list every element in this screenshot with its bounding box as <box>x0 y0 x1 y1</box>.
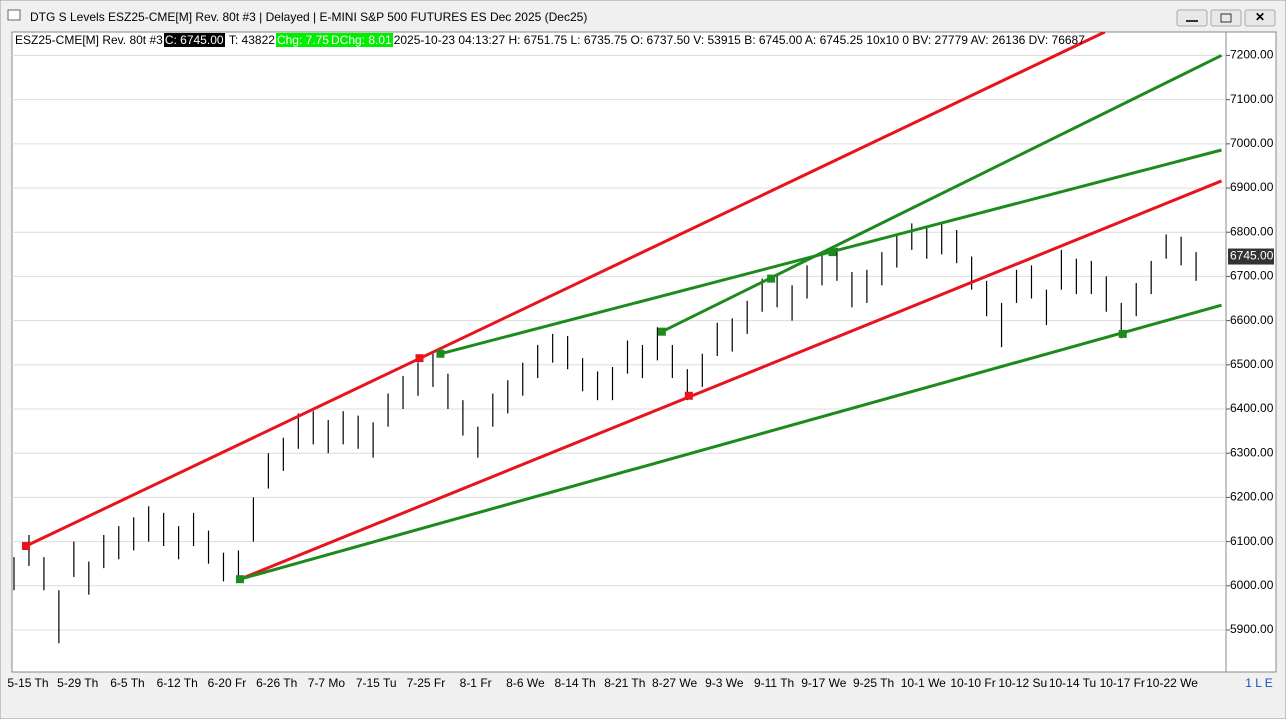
trend-line <box>25 32 1106 548</box>
y-tick-label: 7200.00 <box>1230 48 1274 62</box>
x-tick-label: 7-25 Fr <box>407 676 446 690</box>
trend-line <box>239 303 1222 581</box>
y-tick-label: 7100.00 <box>1230 92 1274 106</box>
x-tick-label: 6-12 Th <box>157 676 198 690</box>
trend-line <box>239 179 1223 581</box>
x-tick-label: 8-1 Fr <box>460 676 492 690</box>
y-tick-label: 6300.00 <box>1230 445 1274 459</box>
x-tick-label: 10-10 Fr <box>950 676 995 690</box>
app-icon <box>7 9 21 21</box>
last-price-label: 6745.00 <box>1230 249 1274 263</box>
x-tick-label: 10-12 Su <box>998 676 1047 690</box>
x-tick-label: 10-17 Fr <box>1100 676 1145 690</box>
x-tick-label: 8-6 We <box>506 676 545 690</box>
status-line: ESZ25-CME[M] Rev. 80t #3 C: 6745.00 T: 43… <box>14 33 1086 48</box>
x-tick-label: 8-21 Th <box>604 676 645 690</box>
trend-anchor <box>21 542 30 551</box>
x-tick-label: 5-29 Th <box>57 676 98 690</box>
tick-count: T: 43822 <box>228 33 275 47</box>
y-tick-label: 6700.00 <box>1230 269 1274 283</box>
y-tick-label: 6600.00 <box>1230 313 1274 327</box>
close-icon: ✕ <box>1255 10 1265 24</box>
y-tick-label: 6500.00 <box>1230 357 1274 371</box>
last-price-box <box>1228 248 1274 265</box>
trend-anchor <box>1118 329 1127 338</box>
close-button[interactable] <box>1244 9 1276 27</box>
plot-area <box>11 31 1227 673</box>
x-tick-label: 5-15 Th <box>7 676 48 690</box>
x-tick-label: 8-27 We <box>652 676 697 690</box>
plot <box>12 32 1226 644</box>
x-tick-label: 8-14 Th <box>555 676 596 690</box>
minimize-button[interactable] <box>1176 9 1208 27</box>
y-tick-label: 6100.00 <box>1230 534 1274 548</box>
x-tick-label: 10-1 We <box>901 676 946 690</box>
x-tick-label: 9-17 We <box>801 676 846 690</box>
trend-anchor <box>657 327 666 336</box>
x-tick-label: 6-5 Th <box>110 676 144 690</box>
y-tick-label: 6400.00 <box>1230 401 1274 415</box>
y-tick-label: 6800.00 <box>1230 224 1274 238</box>
quote-details: 2025-10-23 04:13:27 H: 6751.75 L: 6735.7… <box>393 33 1085 47</box>
symbol: ESZ25-CME[M] Rev. 80t #3 <box>15 33 163 47</box>
trend-anchor <box>684 391 693 400</box>
trend-anchor <box>436 349 445 358</box>
price-axis <box>1225 31 1277 673</box>
trend-line <box>661 54 1223 334</box>
y-tick-label: 7000.00 <box>1230 136 1274 150</box>
x-tick-label: 9-25 Th <box>853 676 894 690</box>
x-tick-label: 10-22 We <box>1146 676 1198 690</box>
x-tick-label: 7-7 Mo <box>308 676 346 690</box>
x-tick-label: 7-15 Tu <box>356 676 397 690</box>
scale-label[interactable]: 1 L E <box>1245 676 1273 690</box>
x-tick-label: 9-11 Th <box>754 676 794 690</box>
trend-anchor <box>767 274 776 283</box>
y-tick-label: 6000.00 <box>1230 578 1274 592</box>
x-tick-label: 6-26 Th <box>256 676 297 690</box>
x-tick-label: 9-3 We <box>705 676 744 690</box>
restore-icon <box>1220 13 1232 23</box>
x-tick-label: 10-14 Tu <box>1049 676 1096 690</box>
y-tick-label: 6200.00 <box>1230 490 1274 504</box>
y-tick-label: 5900.00 <box>1230 622 1274 636</box>
close-price: C: 6745.00 <box>163 33 225 47</box>
y-tick-label: 6900.00 <box>1230 180 1274 194</box>
trend-anchor <box>235 575 244 584</box>
trend-anchor <box>415 354 424 363</box>
restore-button[interactable] <box>1210 9 1242 27</box>
change: Chg: 7.75 <box>275 33 330 47</box>
window-title: DTG S Levels ESZ25-CME[M] Rev. 80t #3 | … <box>30 10 587 24</box>
daily-change: DChg: 8.01 <box>329 33 393 47</box>
trend-anchor <box>828 248 837 257</box>
x-tick-label: 6-20 Fr <box>208 676 247 690</box>
